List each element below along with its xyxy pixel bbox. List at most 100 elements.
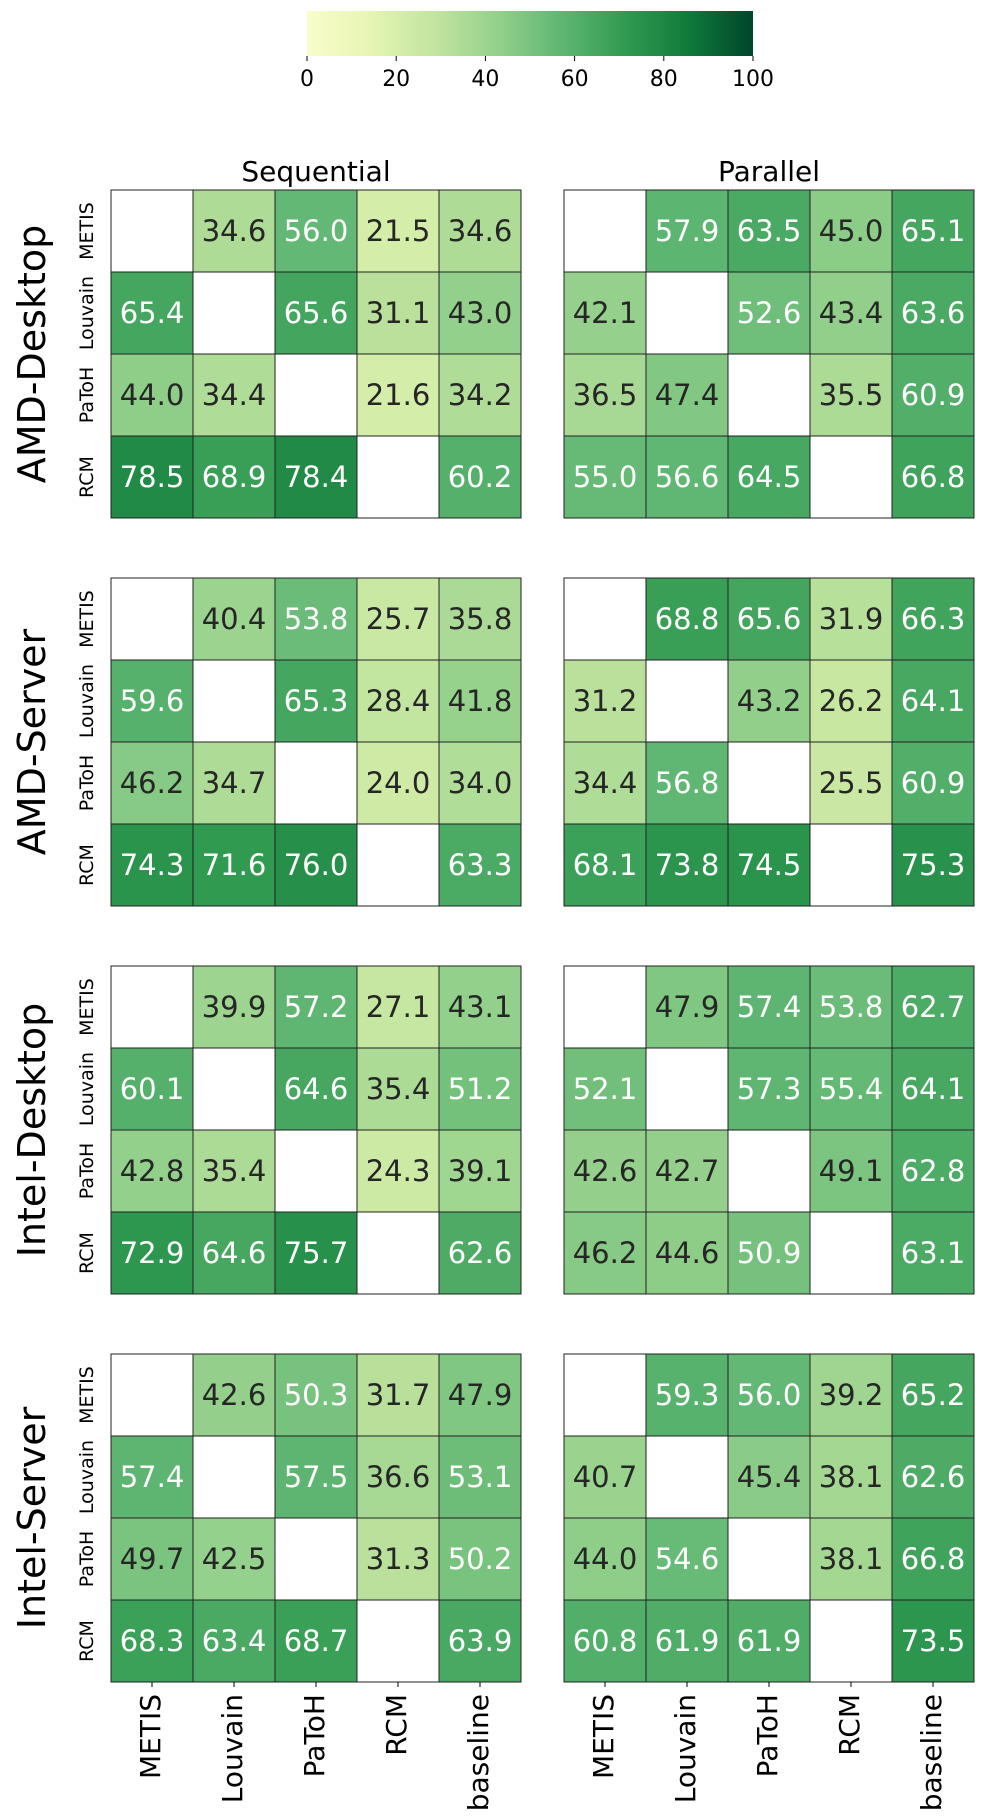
cell-value: 72.9	[120, 1236, 185, 1270]
cell-value: 45.0	[819, 214, 884, 248]
heatmap-cell	[645, 189, 729, 273]
cell-value: 39.9	[202, 990, 267, 1024]
cell-value: 50.2	[448, 1542, 513, 1576]
heatmap-cell	[891, 271, 975, 355]
heatmap-cell-empty	[727, 741, 811, 825]
cell-value: 31.1	[366, 296, 431, 330]
heatmap-cell	[809, 1517, 893, 1601]
heatmap-cell	[891, 741, 975, 825]
cell-value: 31.3	[366, 1542, 431, 1576]
cell-value: 75.3	[901, 848, 966, 882]
cell-value: 60.8	[573, 1624, 638, 1658]
heatmap-cell	[438, 1129, 522, 1213]
heatmap-cell	[192, 435, 276, 519]
heatmap-cell	[727, 577, 811, 661]
cell-value: 36.6	[366, 1460, 431, 1494]
heatmap-cell	[110, 435, 194, 519]
heatmap-cell	[438, 1435, 522, 1519]
cell-value: 66.8	[901, 1542, 966, 1576]
row-label: PaToH	[76, 1143, 98, 1200]
heatmap-cell-empty	[809, 1599, 893, 1683]
heatmap-cell-empty	[110, 965, 194, 1049]
heatmap-cell	[356, 1047, 440, 1131]
cell-value: 62.7	[901, 990, 966, 1024]
heatmap-cell	[645, 965, 729, 1049]
cell-value: 59.6	[120, 684, 185, 718]
heatmap-cell-empty	[645, 659, 729, 743]
cell-value: 47.9	[448, 1378, 513, 1412]
heatmap-cell	[110, 1211, 194, 1295]
heatmap-cell-empty	[727, 1517, 811, 1601]
heatmap-cell	[891, 1517, 975, 1601]
cell-value: 63.9	[448, 1624, 513, 1658]
cell-value: 63.5	[737, 214, 802, 248]
heatmap-cell	[645, 435, 729, 519]
cell-value: 41.8	[448, 684, 513, 718]
cell-value: 21.6	[366, 378, 431, 412]
cell-value: 57.9	[655, 214, 720, 248]
heatmap-cell	[110, 741, 194, 825]
cell-value: 52.6	[737, 296, 802, 330]
heatmap-cell	[192, 741, 276, 825]
cell-value: 65.1	[901, 214, 966, 248]
cell-value: 62.6	[448, 1236, 513, 1270]
heatmap-cell	[891, 1599, 975, 1683]
heatmap-intel-server-sequential: 42.6 50.3 31.7 47.9 57.4 57.5 36.6 53.1 49.7 42.5…	[110, 1353, 522, 1683]
heatmap-cell	[438, 965, 522, 1049]
heatmap-cell-empty	[274, 1129, 358, 1213]
heatmap-cell-empty	[727, 353, 811, 437]
heatmap-cell	[727, 659, 811, 743]
cell-value: 43.2	[737, 684, 802, 718]
row-label: PaToH	[76, 1531, 98, 1588]
heatmap-cell	[727, 435, 811, 519]
heatmap-cell	[891, 965, 975, 1049]
heatmap-cell	[438, 435, 522, 519]
heatmap-cell-empty	[645, 1047, 729, 1131]
cell-value: 64.1	[901, 1072, 966, 1106]
heatmap-cell	[438, 577, 522, 661]
heatmap-cell	[274, 1435, 358, 1519]
cell-value: 74.5	[737, 848, 802, 882]
cell-value: 42.1	[573, 296, 638, 330]
heatmap-cell	[192, 823, 276, 907]
column-label: Louvain	[216, 1694, 249, 1803]
heatmap-cell	[438, 659, 522, 743]
column-label: baseline	[462, 1694, 495, 1811]
heatmap-cell	[645, 577, 729, 661]
cell-value: 62.8	[901, 1154, 966, 1188]
cell-value: 26.2	[819, 684, 884, 718]
heatmap-cell	[563, 1599, 647, 1683]
cell-value: 44.6	[655, 1236, 720, 1270]
cell-value: 56.8	[655, 766, 720, 800]
cell-value: 68.7	[284, 1624, 349, 1658]
cell-value: 66.8	[901, 460, 966, 494]
column-label: Louvain	[669, 1694, 702, 1803]
cell-value: 73.8	[655, 848, 720, 882]
colorbar-tick-label: 80	[650, 67, 678, 92]
cell-value: 59.3	[655, 1378, 720, 1412]
cell-value: 35.5	[819, 378, 884, 412]
heatmap-cell	[110, 823, 194, 907]
column-label: PaToH	[751, 1694, 784, 1777]
heatmap-cell	[563, 271, 647, 355]
heatmap-cell-empty	[563, 577, 647, 661]
cell-value: 76.0	[284, 848, 349, 882]
colorbar-tick-label: 100	[732, 67, 774, 92]
group-label-amd-server: AMD-Server	[10, 628, 54, 855]
cell-value: 63.1	[901, 1236, 966, 1270]
heatmap-amd-server-sequential: 40.4 53.8 25.7 35.8 59.6 65.3 28.4 41.8 46.2 34.7…	[110, 577, 522, 907]
cell-value: 46.2	[573, 1236, 638, 1270]
column-label: baseline	[915, 1694, 948, 1811]
heatmap-cell-empty	[809, 435, 893, 519]
cell-value: 71.6	[202, 848, 267, 882]
heatmap-cell	[274, 577, 358, 661]
cell-value: 35.8	[448, 602, 513, 636]
heatmap-cell	[438, 1047, 522, 1131]
cell-value: 34.4	[202, 378, 267, 412]
heatmap-cell	[891, 189, 975, 273]
cell-value: 68.1	[573, 848, 638, 882]
heatmap-cell	[809, 353, 893, 437]
cell-value: 34.6	[448, 214, 513, 248]
cell-value: 57.4	[737, 990, 802, 1024]
cell-value: 78.5	[120, 460, 185, 494]
